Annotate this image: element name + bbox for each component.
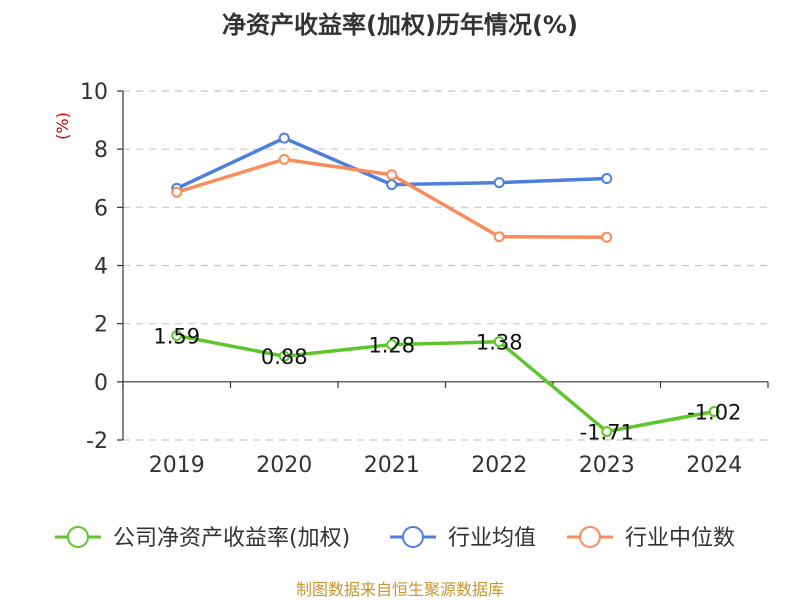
legend-swatch-marker <box>579 526 601 548</box>
data-point <box>171 186 183 198</box>
legend-item: 公司净资产收益率(加权) <box>55 526 350 551</box>
data-labels: 1.59 0.88 1.28 1.38 -1.71 -1.02 <box>153 325 741 445</box>
data-point <box>493 231 505 243</box>
data-point <box>386 169 398 181</box>
series-1 <box>171 132 613 194</box>
data-label: 0.88 <box>261 345 308 369</box>
y-axis-unit-label: (%) <box>53 112 72 140</box>
grid-lines <box>123 90 768 441</box>
data-point <box>278 153 290 165</box>
x-tick-label: 2019 <box>149 453 205 478</box>
x-tick-label: 2021 <box>364 453 420 478</box>
y-tick-label: 2 <box>94 313 108 338</box>
data-label: -1.71 <box>580 421 634 445</box>
data-label: 1.38 <box>476 331 523 355</box>
legend-item: 行业中位数 <box>567 526 735 551</box>
axes: -2 0 2 4 6 8 10 2019 2020 2021 2022 2023 2024 <box>80 80 769 478</box>
legend-label: 行业均值 <box>448 526 536 551</box>
data-point <box>493 177 505 189</box>
data-point <box>708 405 720 417</box>
data-label: 1.59 <box>153 325 200 349</box>
series-line <box>176 333 715 434</box>
y-tick-label: 8 <box>94 138 108 163</box>
y-tick-label: 4 <box>94 255 108 280</box>
y-tick-label: 10 <box>80 80 108 105</box>
y-tick-label: 0 <box>94 371 108 396</box>
data-point <box>601 173 613 185</box>
data-point <box>278 350 290 362</box>
data-point <box>386 339 398 351</box>
data-point <box>601 426 613 438</box>
y-tick-label: -2 <box>86 429 108 454</box>
data-point <box>171 330 183 342</box>
data-point <box>493 336 505 348</box>
y-tick-label: 6 <box>94 196 108 221</box>
legend-swatch-marker <box>402 526 424 548</box>
x-tick-label: 2024 <box>686 453 742 478</box>
legend-label: 行业中位数 <box>625 526 735 551</box>
chart-title: 净资产收益率(加权)历年情况(%) <box>222 11 578 39</box>
legend-item: 行业均值 <box>390 526 536 551</box>
legend-swatch-marker <box>67 526 89 548</box>
series-0 <box>171 330 720 438</box>
x-tick-label: 2023 <box>579 453 635 478</box>
data-point <box>601 231 613 243</box>
x-tick-label: 2022 <box>471 453 527 478</box>
data-point <box>386 179 398 191</box>
data-point <box>278 132 290 144</box>
source-footer: 制图数据来自恒生聚源数据库 <box>296 580 504 599</box>
x-tick-label: 2020 <box>256 453 312 478</box>
data-label: -1.02 <box>687 400 741 424</box>
legend: 公司净资产收益率(加权) 行业均值 行业中位数 <box>55 526 735 551</box>
series-2 <box>171 153 613 243</box>
data-label: 1.28 <box>368 334 415 358</box>
legend-label: 公司净资产收益率(加权) <box>113 526 350 551</box>
series-layer <box>171 132 720 438</box>
